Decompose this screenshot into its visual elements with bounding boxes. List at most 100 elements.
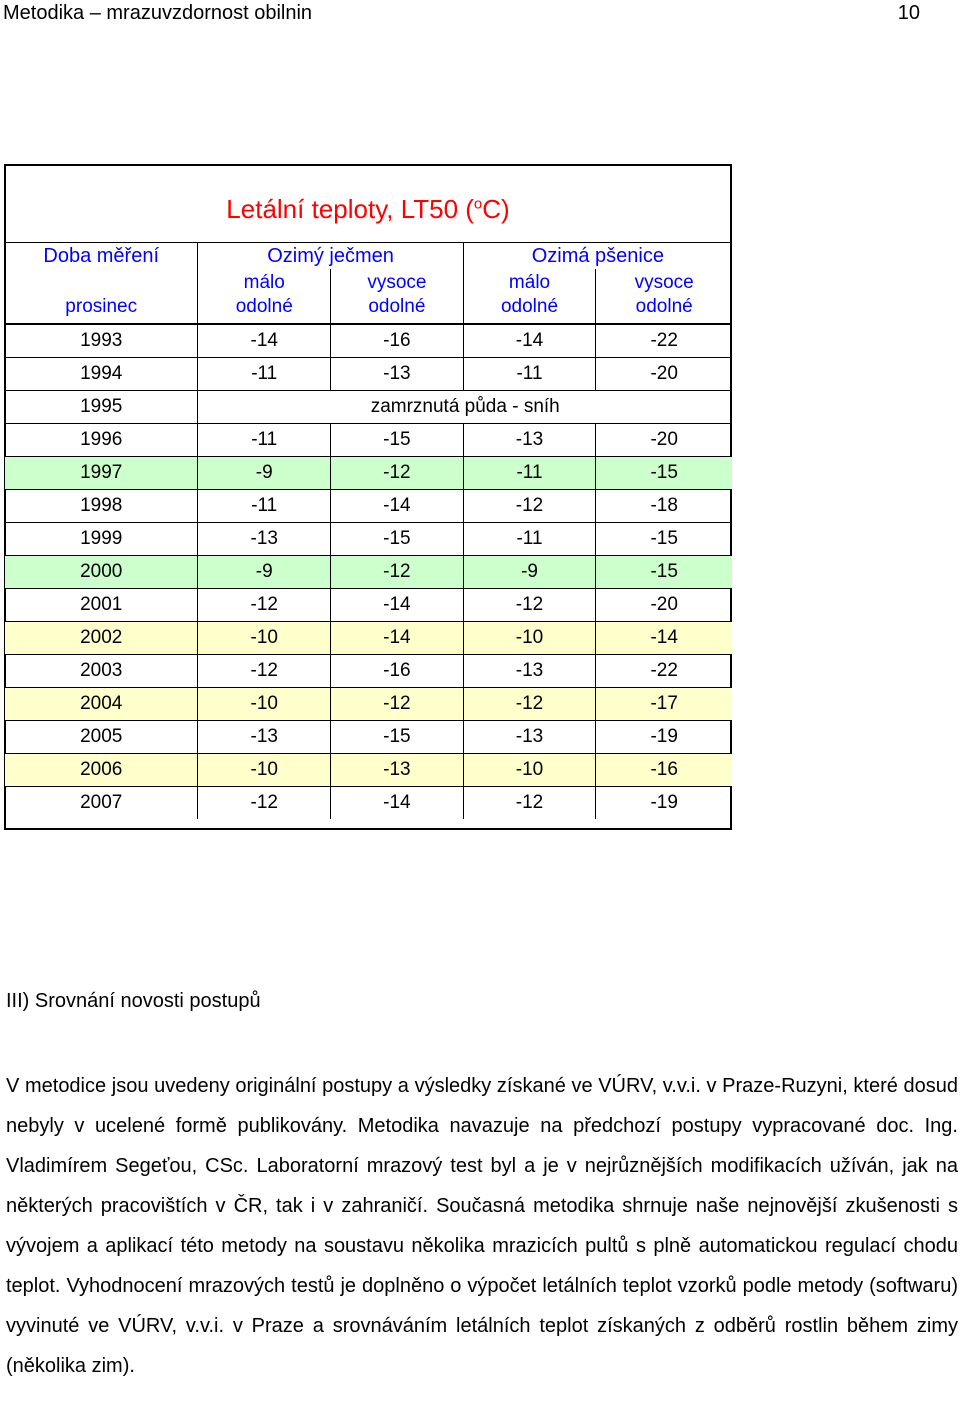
- table-row: 1993 -14 -16 -14 -22: [5, 324, 732, 358]
- value-cell: -10: [462, 753, 596, 787]
- value-cell: -14: [330, 588, 464, 622]
- value-cell: -11: [462, 357, 596, 391]
- value-cell: -19: [595, 720, 732, 754]
- value-cell: -19: [595, 786, 732, 819]
- value-cell: -13: [330, 753, 464, 787]
- value-cell: -10: [197, 753, 331, 787]
- table-title-main: Letální teploty, LT50 (: [226, 194, 474, 224]
- subheader-text: vysoce: [634, 272, 694, 293]
- header-title: Metodika – mrazuvzdornost obilnin: [3, 2, 313, 24]
- subheader-text: odolné: [500, 296, 559, 317]
- value-cell: -15: [330, 522, 464, 556]
- year-cell: 2004: [5, 687, 198, 721]
- year-cell: 1999: [5, 522, 198, 556]
- value-cell: -12: [330, 555, 464, 589]
- value-cell: -14: [462, 324, 596, 358]
- year-cell: 2005: [5, 720, 198, 754]
- value-cell: -20: [595, 357, 732, 391]
- value-cell: -12: [197, 786, 331, 819]
- value-cell: -10: [462, 621, 596, 655]
- value-cell: -12: [197, 654, 331, 688]
- year-cell: 2001: [5, 588, 198, 622]
- year-cell: 2000: [5, 555, 198, 589]
- value-cell: -10: [197, 621, 331, 655]
- value-cell: -12: [330, 687, 464, 721]
- value-cell: -12: [462, 588, 596, 622]
- value-cell: -13: [462, 654, 596, 688]
- year-cell: 2007: [80, 792, 123, 813]
- note-cell: zamrznutá půda - sníh: [197, 390, 732, 424]
- value-cell: -16: [595, 753, 732, 787]
- value-cell: -14: [330, 621, 464, 655]
- value-cell: -15: [330, 720, 464, 754]
- table-title: Letální teploty, LT50 (oC): [6, 194, 730, 225]
- header-ozima-psenice: Ozimá pšenice: [462, 242, 732, 269]
- table-row: 2002 -10 -14 -10 -14: [5, 621, 732, 655]
- table-row: 2003 -12 -16 -13 -22: [5, 654, 732, 688]
- value-cell: -13: [462, 720, 596, 754]
- table-row: 1998 -11 -14 -12 -18: [5, 489, 732, 523]
- body-paragraph: V metodice jsou uvedeny originální postu…: [6, 1075, 958, 1377]
- value-cell: -17: [595, 687, 732, 721]
- subheader-prosinec: prosinec: [5, 269, 198, 325]
- subheader-text: odolné: [368, 296, 426, 317]
- section-heading: III) Srovnání novosti postupů: [6, 990, 261, 1012]
- value-cell: -13: [197, 522, 331, 556]
- table-title-unit: C): [482, 194, 510, 224]
- value-cell: -11: [462, 522, 596, 556]
- value-cell: -12: [197, 588, 331, 622]
- table-row: 2004 -10 -12 -12 -17: [5, 687, 732, 721]
- value-cell: -15: [595, 555, 732, 589]
- table-row: 1995 zamrznutá půda - sníh: [5, 390, 732, 424]
- year-cell: 1995: [5, 390, 198, 424]
- table-subheader-row: prosinec málo odolné vysoce odolné málo odo…: [5, 269, 732, 325]
- subheader-text: odolné: [635, 296, 693, 317]
- value-cell: -11: [197, 489, 331, 523]
- header-ozimy-jecmen: Ozimý ječmen: [197, 242, 464, 269]
- value-cell: -15: [595, 522, 732, 556]
- table-row: 2005 -13 -15 -13 -19: [5, 720, 732, 754]
- value-cell: -9: [197, 456, 331, 490]
- value-cell: -20: [595, 423, 732, 457]
- year-cell: 2003: [5, 654, 198, 688]
- year-cell: 1996: [5, 423, 198, 457]
- year-cell: 2006: [5, 753, 198, 787]
- year-cell: 1997: [5, 456, 198, 490]
- value-cell: -14: [330, 786, 464, 819]
- table-title-degree: o: [473, 195, 483, 213]
- value-cell: -9: [197, 555, 331, 589]
- lethal-temperature-table: Doba měření Ozimý ječmen Ozimá pšenice p…: [5, 242, 732, 819]
- subheader-jecmen-malo: málo odolné: [197, 269, 331, 325]
- value-cell: -22: [595, 324, 732, 358]
- value-cell: -12: [330, 456, 464, 490]
- year-cell: 1993: [5, 324, 198, 358]
- page-number: 10: [897, 2, 920, 24]
- subheader-jecmen-vysoce: vysoce odolné: [330, 269, 464, 325]
- subheader-psenice-malo: málo odolné: [462, 269, 596, 325]
- value-cell: -18: [595, 489, 732, 523]
- value-cell: -12: [462, 489, 596, 523]
- table-row: 1999 -13 -15 -11 -15: [5, 522, 732, 556]
- subheader-text: vysoce: [367, 272, 427, 293]
- value-cell: -14: [197, 324, 331, 358]
- subheader-text: odolné: [235, 296, 293, 317]
- year-cell: 1994: [5, 357, 198, 391]
- subheader-psenice-vysoce: vysoce odolné: [595, 269, 732, 325]
- table-row: 2001 -12 -14 -12 -20: [5, 588, 732, 622]
- table-row: 2007 -12 -14 -12 -19: [5, 786, 732, 819]
- value-cell: -16: [330, 654, 464, 688]
- page-header: Metodika – mrazuvzdornost obilnin 10: [3, 0, 920, 30]
- value-cell: -11: [197, 423, 331, 457]
- value-cell: -10: [197, 687, 331, 721]
- value-cell: -13: [462, 423, 596, 457]
- header-doba-mereni: Doba měření: [5, 242, 198, 269]
- table-row: 2006 -10 -13 -10 -16: [5, 753, 732, 787]
- value-cell: -11: [197, 357, 331, 391]
- value-cell: -12: [462, 687, 596, 721]
- value-cell: -14: [595, 621, 732, 655]
- value-cell: -15: [330, 423, 464, 457]
- value-cell: -15: [595, 456, 732, 490]
- table-row: 1994 -11 -13 -11 -20: [5, 357, 732, 391]
- year-cell: 2002: [5, 621, 198, 655]
- subheader-text: málo: [243, 272, 285, 293]
